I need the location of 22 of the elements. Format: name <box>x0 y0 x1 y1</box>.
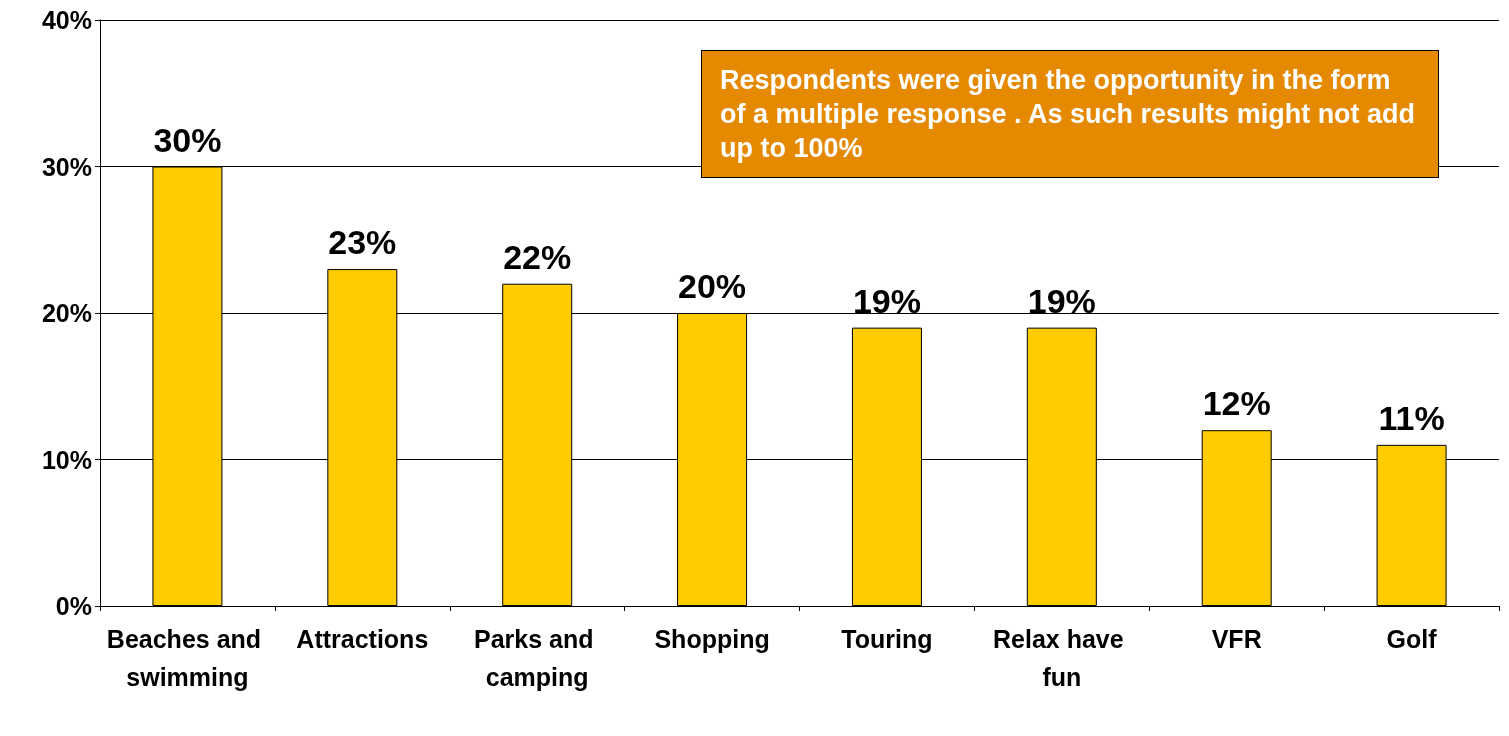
data-label: 20% <box>678 267 747 305</box>
x-tick-label: Beaches and swimming <box>106 625 269 691</box>
y-tick-label: 30% <box>41 152 92 181</box>
note-box: Respondents were given the opportunity in the form of a multiple response . As such results might not add up to 100% <box>701 50 1439 178</box>
y-tick-label: 0% <box>55 592 92 620</box>
x-tick-label: Relax have fun <box>993 625 1131 691</box>
data-label: 12% <box>1202 384 1271 423</box>
x-tick-label: Golf <box>1386 625 1438 653</box>
data-label: 30% <box>153 120 222 159</box>
x-tick-label: Attractions <box>296 625 429 653</box>
data-label: 22% <box>503 237 572 276</box>
x-tick-label: Parks and camping <box>473 625 601 691</box>
x-tick-label: Touring <box>841 625 933 653</box>
data-label: 19% <box>1027 281 1096 320</box>
y-tick-label: 20% <box>41 299 92 327</box>
y-tick-label: 40% <box>41 6 92 34</box>
data-label: 19% <box>852 281 921 320</box>
y-tick-label: 10% <box>41 445 92 474</box>
x-tick-label: VFR <box>1211 625 1262 653</box>
data-label: 23% <box>328 223 397 262</box>
data-label: 11% <box>1378 398 1445 437</box>
x-tick-label: Shopping <box>654 625 770 653</box>
